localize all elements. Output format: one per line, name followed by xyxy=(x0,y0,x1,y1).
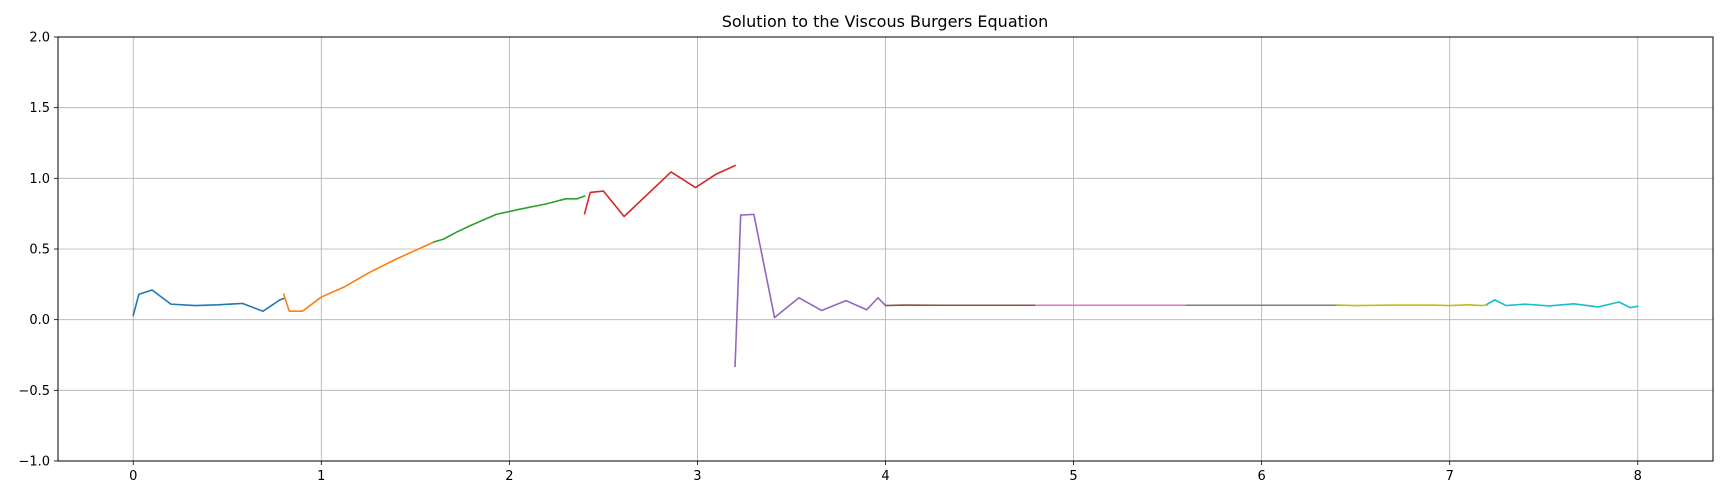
x-tick-label: 7 xyxy=(1446,469,1454,484)
y-tick-label: 0.0 xyxy=(29,313,50,328)
x-tick-label: 6 xyxy=(1257,469,1265,484)
x-tick-label: 2 xyxy=(505,469,513,484)
x-tick-label: 3 xyxy=(693,469,701,484)
series-line-9 xyxy=(1337,305,1487,306)
chart-title: Solution to the Viscous Burgers Equation xyxy=(722,12,1049,31)
y-tick-label: 1.0 xyxy=(29,172,50,187)
x-tick-label: 8 xyxy=(1634,469,1642,484)
y-tick-label: 2.0 xyxy=(29,31,50,46)
y-tick-label: −0.5 xyxy=(18,384,50,399)
x-tick-label: 5 xyxy=(1069,469,1077,484)
x-tick-label: 0 xyxy=(129,469,137,484)
y-tick-label: −1.0 xyxy=(18,455,50,470)
x-tick-label: 1 xyxy=(317,469,325,484)
y-tick-label: 1.5 xyxy=(29,101,50,116)
y-tick-label: 0.5 xyxy=(29,243,50,258)
x-tick-label: 4 xyxy=(881,469,889,484)
